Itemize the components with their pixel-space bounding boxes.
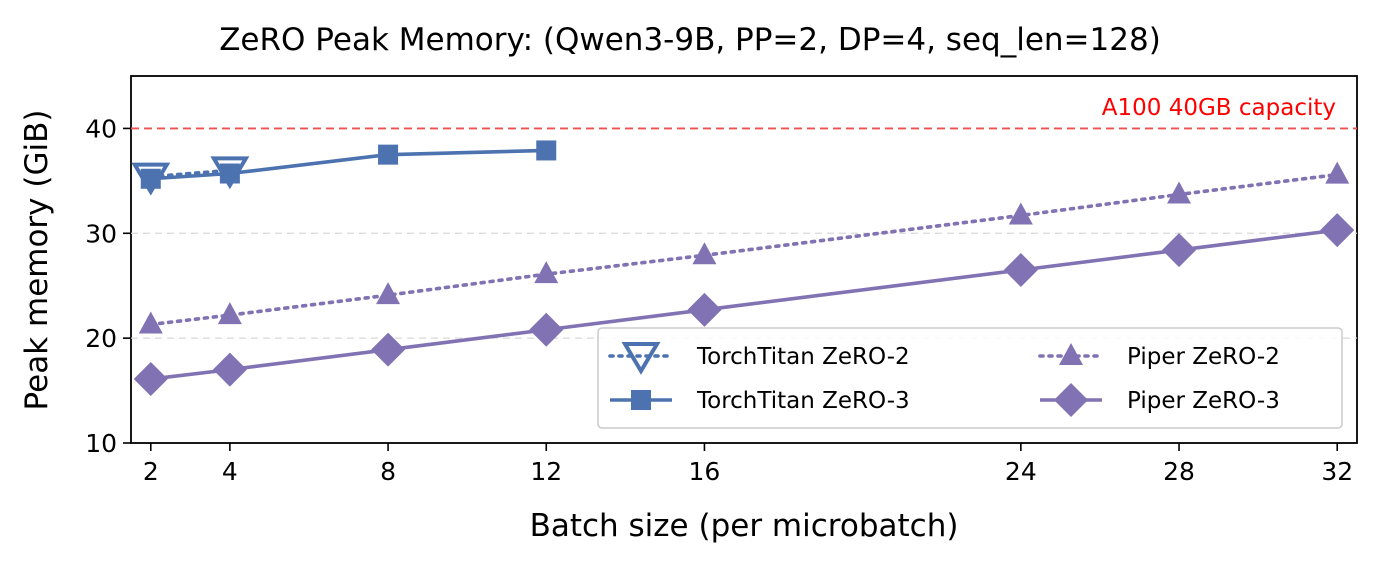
data-point <box>376 282 401 305</box>
legend-item: Piper ZeRO-3 <box>1040 383 1280 417</box>
x-axis: 2 4 8 12 16 24 28 32 <box>143 443 1353 486</box>
y-tick-label: 10 <box>85 429 117 458</box>
series-line <box>148 168 232 179</box>
y-tick-label: 40 <box>85 114 117 143</box>
data-point <box>131 162 171 196</box>
legend-label: Piper ZeRO-3 <box>1127 388 1280 414</box>
legend: TorchTitan ZeRO-2 TorchTitan ZeRO-3 Piper … <box>597 327 1343 429</box>
capacity-label: A100 40GB capacity <box>1102 95 1336 121</box>
data-point <box>536 140 557 161</box>
series-line <box>150 228 1338 381</box>
legend-swatch-marker <box>1054 383 1088 417</box>
legend-label: TorchTitan ZeRO-2 <box>696 344 910 370</box>
legend-swatch-marker <box>621 342 661 375</box>
data-point <box>1003 252 1038 287</box>
x-tick-label: 4 <box>222 457 238 486</box>
data-point <box>371 332 406 367</box>
x-tick-label: 8 <box>380 457 396 486</box>
y-tick-label: 20 <box>85 324 117 353</box>
x-tick-label: 16 <box>689 457 721 486</box>
series-line <box>148 172 1340 327</box>
legend-label: Piper ZeRO-2 <box>1127 344 1280 370</box>
series-1 <box>140 140 557 189</box>
x-tick-label: 12 <box>530 457 562 486</box>
x-tick-label: 28 <box>1163 457 1195 486</box>
data-point <box>534 261 559 284</box>
legend-frame <box>597 327 1343 429</box>
series-0 <box>131 156 250 196</box>
legend-swatch-marker <box>631 390 651 410</box>
data-point <box>692 242 717 265</box>
data-point <box>1320 213 1355 248</box>
data-point <box>687 292 722 327</box>
data-point <box>138 311 163 334</box>
data-point <box>212 352 247 387</box>
series-2 <box>138 161 1350 334</box>
x-tick-label: 2 <box>143 457 159 486</box>
plot-frame <box>130 75 1358 444</box>
data-point <box>217 302 242 325</box>
data-point <box>133 362 168 397</box>
x-tick-label: 24 <box>1005 457 1037 486</box>
data-point <box>1162 233 1197 268</box>
legend-item: TorchTitan ZeRO-2 <box>608 342 910 375</box>
y-axis-label: Peak memory (GiB) <box>19 110 55 411</box>
series-3 <box>133 213 1355 397</box>
data-point <box>378 144 399 165</box>
data-point <box>1167 181 1192 204</box>
x-tick-label: 32 <box>1321 457 1353 486</box>
legend-item: TorchTitan ZeRO-3 <box>610 388 910 414</box>
legend-label: TorchTitan ZeRO-3 <box>696 388 910 414</box>
data-point <box>1008 202 1033 225</box>
data-point <box>1325 161 1350 184</box>
x-axis-label: Batch size (per microbatch) <box>530 508 959 544</box>
series-line <box>150 148 547 181</box>
data-point <box>529 312 564 347</box>
plot-area: A100 40GB capacity <box>130 75 1358 444</box>
y-tick-label: 30 <box>85 219 117 248</box>
series-layer <box>131 140 1355 397</box>
y-axis: 10 20 30 40 <box>85 114 131 458</box>
chart-title: ZeRO Peak Memory: (Qwen3-9B, PP=2, DP=4,… <box>219 22 1161 58</box>
legend-item: Piper ZeRO-2 <box>1038 343 1280 370</box>
data-point <box>210 156 250 190</box>
legend-swatch-marker <box>1059 343 1083 365</box>
